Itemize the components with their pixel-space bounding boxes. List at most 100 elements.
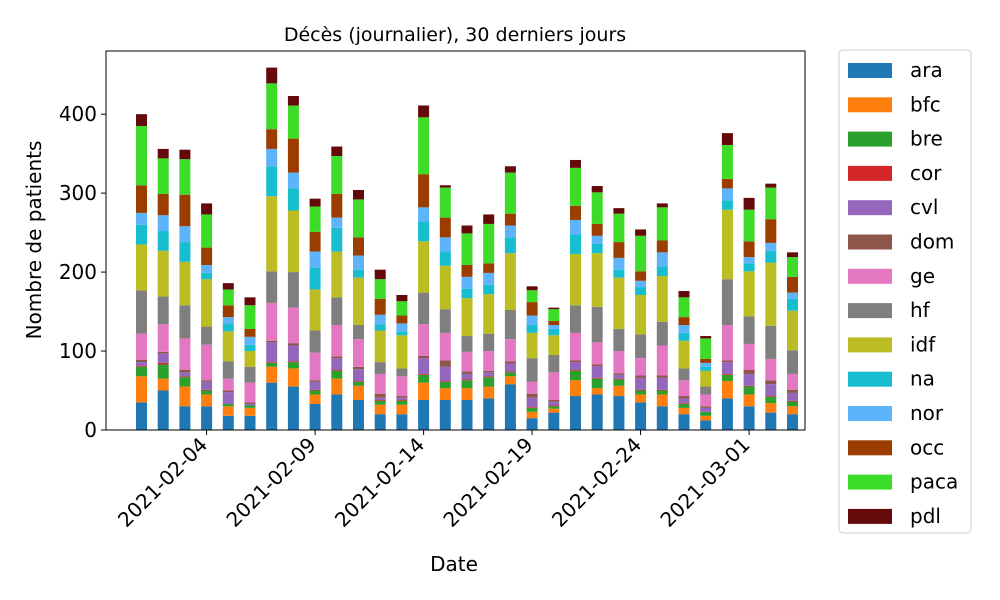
bar-cor-2021-02-21 (570, 369, 581, 371)
bar-idf-2021-02-10 (331, 251, 343, 298)
bar-hf-2021-02-11 (353, 324, 364, 340)
bar-dom-2021-02-11 (353, 366, 364, 370)
bar-hf-2021-02-04 (201, 326, 213, 345)
bar-bre-2021-02-17 (483, 377, 495, 387)
bar-paca-2021-02-03 (179, 159, 191, 195)
bar-cor-2021-02-10 (331, 369, 343, 371)
bar-occ-2021-02-09 (309, 231, 321, 252)
bar-paca-2021-02-07 (266, 83, 278, 130)
bar-idf-2021-02-04 (201, 279, 213, 327)
legend-swatch-nor (848, 406, 892, 421)
legend-label-paca: paca (910, 470, 958, 494)
bar-na-2021-02-18 (504, 237, 516, 254)
bar-bre-2021-02-08 (287, 362, 299, 369)
legend-label-ara: ara (910, 58, 943, 82)
bar-idf-2021-02-16 (461, 298, 473, 337)
bar-nor-2021-02-02 (157, 215, 169, 232)
bar-nor-2021-02-18 (504, 225, 516, 238)
bar-occ-2021-02-11 (353, 237, 364, 256)
legend-label-occ: occ (910, 435, 944, 459)
bar-hf-2021-02-18 (504, 309, 516, 340)
bar-idf-2021-02-23 (613, 277, 625, 329)
bar-hf-2021-02-28 (721, 279, 733, 325)
bar-cvl-2021-02-04 (201, 381, 213, 390)
bar-ge-2021-02-04 (201, 344, 213, 381)
bar-dom-2021-02-25 (656, 375, 668, 378)
bar-occ-2021-02-13 (396, 315, 408, 324)
bar-bre-2021-02-13 (396, 400, 408, 405)
bar-bre-2021-02-01 (136, 366, 147, 377)
bar-hf-2021-02-06 (244, 366, 256, 383)
bar-cvl-2021-02-09 (309, 381, 321, 390)
bar-bfc-2021-02-05 (222, 406, 234, 416)
bar-cvl-2021-02-12 (374, 397, 386, 400)
bar-pdl-2021-02-23 (613, 208, 625, 214)
bar-ara-2021-02-17 (483, 398, 495, 430)
bar-cor-2021-02-09 (309, 389, 321, 391)
bar-na-2021-02-15 (439, 251, 451, 266)
bar-ara-2021-02-05 (222, 415, 234, 430)
bar-nor-2021-02-12 (374, 314, 386, 325)
legend-label-cvl: cvl (910, 195, 938, 219)
bar-idf-2021-02-24 (635, 294, 647, 335)
bar-pdl-2021-02-11 (353, 189, 364, 200)
bar-nor-2021-02-17 (483, 272, 495, 285)
legend-swatch-idf (848, 337, 892, 353)
bar-nor-2021-02-21 (570, 219, 581, 235)
bar-cor-2021-02-13 (396, 400, 408, 401)
bar-dom-2021-02-12 (374, 393, 386, 398)
bar-na-2021-02-13 (396, 331, 408, 336)
bar-cvl-2021-02-17 (483, 372, 495, 377)
bar-ge-2021-02-19 (526, 381, 538, 394)
bar-bre-2021-02-19 (526, 407, 538, 412)
bar-cor-2021-02-20 (548, 405, 560, 407)
bar-nor-2021-02-23 (613, 257, 625, 270)
bar-idf-2021-02-25 (656, 276, 668, 322)
bar-paca-2021-02-10 (331, 156, 343, 194)
bar-ara-2021-02-07 (266, 382, 278, 431)
bar-cvl-2021-02-01 (136, 362, 147, 367)
bar-cvl-2021-02-20 (548, 401, 560, 406)
bar-cvl-2021-03-02 (765, 384, 777, 397)
legend-swatch-bfc (848, 97, 892, 113)
bar-bfc-2021-02-16 (461, 388, 473, 400)
bar-hf-2021-02-14 (418, 292, 430, 325)
bar-nor-2021-02-03 (179, 226, 191, 243)
bar-nor-2021-02-15 (439, 237, 451, 252)
bar-cor-2021-02-24 (635, 389, 647, 391)
bar-occ-2021-02-15 (439, 217, 451, 238)
bar-occ-2021-02-25 (656, 240, 668, 253)
bar-cvl-2021-02-07 (266, 342, 278, 363)
bar-ge-2021-02-09 (309, 352, 321, 381)
bar-dom-2021-02-28 (721, 360, 733, 363)
bar-idf-2021-02-13 (396, 335, 408, 369)
bar-bre-2021-02-12 (374, 400, 386, 405)
bar-bfc-2021-02-15 (439, 388, 451, 400)
bar-idf-2021-02-17 (483, 294, 495, 334)
legend-label-idf: idf (910, 332, 936, 356)
bar-ara-2021-02-10 (331, 394, 343, 430)
bar-hf-2021-02-20 (548, 354, 560, 373)
bar-cor-2021-02-08 (287, 361, 299, 363)
bar-occ-2021-02-03 (179, 194, 191, 227)
bar-cvl-2021-02-08 (287, 345, 299, 362)
bar-occ-2021-02-28 (721, 178, 733, 189)
bar-ge-2021-02-08 (287, 307, 299, 344)
bar-occ-2021-02-16 (461, 264, 473, 277)
bar-bre-2021-03-01 (743, 386, 755, 395)
bar-nor-2021-02-04 (201, 264, 213, 273)
bar-pdl-2021-02-18 (504, 166, 516, 173)
bar-cor-2021-02-17 (483, 376, 495, 378)
bar-na-2021-02-16 (461, 288, 473, 299)
bar-na-2021-03-01 (743, 263, 755, 272)
legend-swatch-bre (848, 131, 892, 147)
y-tick-label-0: 0 (84, 418, 97, 442)
bar-na-2021-02-27 (700, 366, 712, 371)
bar-occ-2021-02-06 (244, 328, 256, 337)
bar-occ-2021-02-26 (678, 317, 690, 325)
bar-paca-2021-02-15 (439, 187, 451, 218)
bar-bre-2021-02-21 (570, 370, 581, 381)
bar-bre-2021-02-11 (353, 381, 364, 386)
bar-ge-2021-03-02 (765, 358, 777, 381)
bar-paca-2021-02-02 (157, 158, 169, 194)
